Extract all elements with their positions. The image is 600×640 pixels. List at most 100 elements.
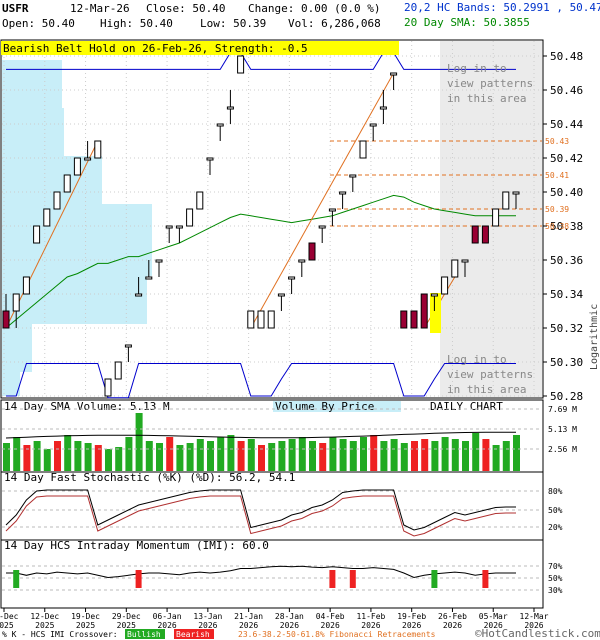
volume-bar	[176, 445, 184, 471]
candle-body	[165, 225, 173, 229]
volume-bar	[145, 441, 153, 471]
volume-bar	[207, 441, 214, 471]
vbp-bar	[2, 132, 64, 156]
volume-bar	[166, 437, 174, 471]
bullish-label: Bullish	[127, 630, 161, 639]
volume-bar	[115, 447, 123, 471]
fib-label: 50.43	[545, 137, 569, 146]
vbp-bar	[2, 372, 20, 396]
candle-body	[512, 191, 520, 195]
volume-label: 14 Day SMA Volume: 5.13 M	[4, 400, 170, 413]
volume-bar	[84, 443, 92, 471]
volume-bar	[278, 441, 286, 471]
price-tick-label: 50.48	[550, 50, 583, 63]
pattern-label[interactable]: Bearish Belt Hold on 26-Feb-26, Strength…	[3, 42, 308, 55]
candle-body	[186, 208, 194, 227]
price-tick-label: 50.42	[550, 152, 583, 165]
price-tick-label: 50.36	[550, 254, 583, 267]
volume-bar	[502, 441, 510, 471]
volume-bar	[105, 449, 112, 471]
volume-bar	[74, 441, 82, 471]
candle-body	[135, 293, 143, 297]
volume-sma-line	[5, 431, 516, 439]
lookin-bottom[interactable]: Log in to view patterns in this area	[447, 353, 533, 396]
copyright: ©HotCandlestick.com	[475, 627, 600, 640]
date-year: 2025	[0, 621, 14, 630]
lookin-top[interactable]: Log in to view patterns in this area	[447, 62, 533, 105]
close-value: Close: 50.40	[146, 2, 226, 15]
candle-body	[379, 106, 387, 110]
crossover-marker	[329, 570, 336, 588]
vbp-bar	[2, 204, 152, 228]
vbp-bar	[2, 60, 62, 84]
fib-label: 50.41	[545, 171, 569, 180]
stoch-tick-label: 20%	[548, 523, 563, 532]
high-value: High: 50.40	[100, 17, 173, 30]
volume-bar	[156, 443, 163, 471]
volume-bar	[441, 437, 449, 471]
price-tick-label: 50.30	[550, 356, 583, 369]
daily-chart-label: DAILY CHART	[430, 400, 503, 413]
volume-bar	[288, 439, 296, 471]
locked-pattern-area	[440, 41, 542, 397]
volume-bar	[227, 435, 235, 471]
volume-bar	[196, 439, 204, 471]
volume-bar	[43, 449, 51, 471]
volume-bar	[33, 441, 41, 471]
vbp-bar	[2, 108, 64, 132]
candle-body	[216, 123, 224, 127]
date-year: 2026	[321, 621, 340, 630]
volume-bar	[237, 441, 245, 471]
date-year: 2026	[280, 621, 299, 630]
volume-bar	[309, 441, 316, 471]
volume-bar	[370, 435, 378, 471]
vbp-bar	[2, 348, 32, 372]
vbp-label: Volume By Price	[275, 400, 374, 413]
volume-bar	[431, 441, 439, 471]
crossover-label: % K - HCS IMI Crossover:	[2, 630, 118, 639]
volume-axis: 7.69 M 5.13 M 2.56 M	[2, 405, 577, 454]
lookin-line: view patterns	[447, 77, 533, 90]
price-tick-label: 50.44	[550, 118, 583, 131]
volume-bar	[13, 437, 21, 471]
volume-tick-label: 5.13 M	[548, 425, 577, 434]
candle-body	[124, 344, 132, 348]
volume-bar	[64, 435, 72, 471]
bullish-swatch	[125, 629, 165, 639]
date-label: 12-Mar	[520, 612, 549, 621]
candle-body	[12, 293, 20, 312]
date-label: 21-Jan	[234, 612, 263, 621]
crossover-marker	[13, 570, 20, 588]
price-tick-label: 50.28	[550, 390, 583, 403]
price-tick-label: 50.38	[550, 220, 583, 233]
imi-tick-label: 50%	[548, 574, 563, 583]
vbp-bar	[2, 252, 152, 276]
date-label: 08-Dec	[0, 612, 19, 621]
candle-body	[451, 259, 459, 278]
imi-lines	[2, 565, 542, 591]
stochastic-label: 14 Day Fast Stochastic (%K) (%D): 56.2, …	[4, 471, 295, 484]
volume-bar	[482, 439, 490, 471]
vbp-bar	[2, 84, 62, 108]
candle-body	[461, 259, 469, 263]
lookin-line: in this area	[447, 92, 526, 105]
date-year: 2026	[239, 621, 258, 630]
crossover-marker	[349, 570, 356, 588]
candle-body	[349, 174, 357, 178]
low-value: Low: 50.39	[200, 17, 267, 30]
date-year: 2025	[35, 621, 54, 630]
imi-tick-label: 30%	[548, 586, 563, 595]
vbp-bar	[2, 300, 147, 324]
date-label: 28-Jan	[275, 612, 304, 621]
crossover-marker	[431, 570, 438, 588]
price-gridlines	[2, 41, 542, 397]
volume-bar	[421, 439, 429, 471]
price-tick-label: 50.46	[550, 84, 583, 97]
candle-body	[155, 259, 163, 263]
volume-bar	[462, 441, 469, 471]
volume-tick-label: 7.69 M	[548, 405, 577, 414]
stochastic-lines	[2, 489, 542, 537]
candle-body	[237, 55, 245, 74]
candle-body	[318, 225, 326, 229]
price-axis: 50.48 50.46 50.44 50.42 50.40 50.38 50.36 50.34…	[543, 50, 583, 403]
